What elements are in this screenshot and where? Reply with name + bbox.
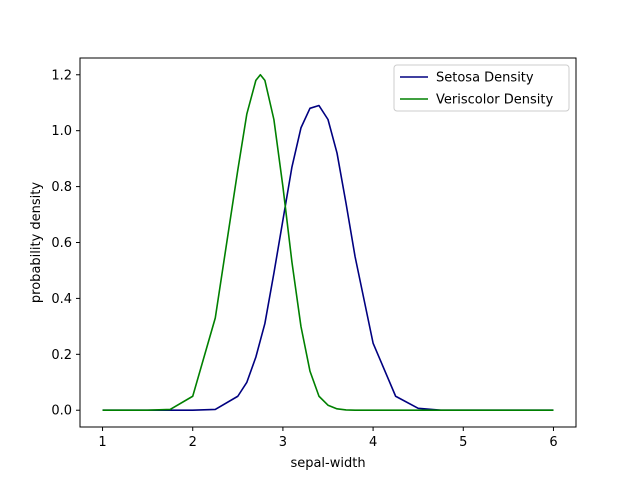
y-tick-label: 1.0	[51, 124, 72, 139]
plot-area	[80, 58, 576, 427]
x-tick-label: 4	[369, 435, 377, 450]
x-tick-label: 2	[189, 435, 197, 450]
x-axis-label: sepal-width	[290, 456, 365, 471]
y-tick-label: 0.4	[51, 292, 72, 307]
y-tick-label: 0.2	[51, 348, 72, 363]
x-axis-ticks: 1 2 3 4 5 6	[98, 427, 558, 450]
x-tick-label: 5	[459, 435, 467, 450]
y-tick-label: 0.6	[51, 236, 72, 251]
legend-entry-1: Veriscolor Density	[436, 93, 553, 108]
x-tick-label: 6	[549, 435, 557, 450]
legend: Setosa Density Veriscolor Density	[393, 64, 570, 112]
legend-box	[393, 64, 570, 112]
y-tick-label: 1.2	[51, 68, 72, 83]
x-tick-label: 1	[98, 435, 106, 450]
y-axis-label: probability density	[29, 182, 44, 303]
legend-entry-0: Setosa Density	[436, 71, 534, 86]
series-line-1	[102, 73, 554, 412]
series-line-0	[102, 104, 554, 412]
y-axis-ticks: 0.0 0.2 0.4 0.6 0.8 1.0 1.2	[51, 68, 80, 419]
y-tick-label: 0.0	[51, 404, 72, 419]
x-tick-label: 3	[279, 435, 287, 450]
y-tick-label: 0.8	[51, 180, 72, 195]
series-layer	[102, 73, 554, 412]
